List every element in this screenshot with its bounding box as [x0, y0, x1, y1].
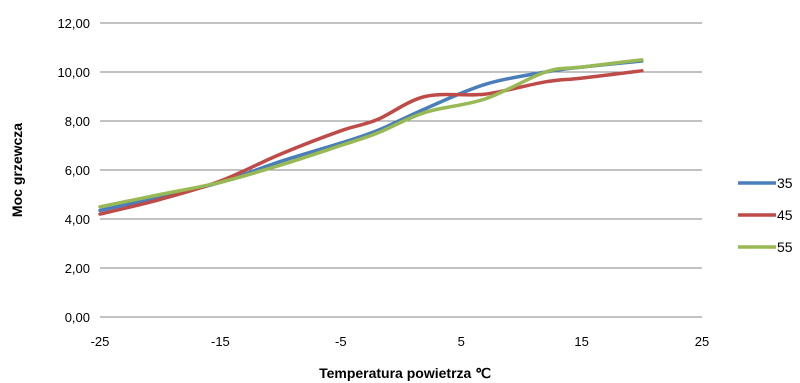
y-tick-label: 6,00 — [65, 163, 90, 178]
series-line-45 — [98, 69, 644, 216]
y-tick-label: 12,00 — [57, 16, 90, 31]
y-tick-label: 8,00 — [65, 114, 90, 129]
x-tick-label: -15 — [211, 334, 230, 349]
y-tick-label: 4,00 — [65, 212, 90, 227]
x-tick-labels: -25 -15 -5 5 15 25 — [91, 334, 710, 349]
x-tick-label: 15 — [574, 334, 588, 349]
x-tick-label: 5 — [458, 334, 465, 349]
series-line-55 — [98, 58, 644, 209]
x-tick-label: -25 — [91, 334, 110, 349]
y-tick-label: 0,00 — [65, 310, 90, 325]
legend: 35 45 55 — [738, 175, 793, 255]
x-tick-label: 25 — [695, 334, 709, 349]
y-tick-label: 2,00 — [65, 261, 90, 276]
legend-label: 55 — [777, 239, 793, 255]
series-lines — [98, 58, 644, 216]
y-axis-title: Moc grzewcza — [9, 123, 25, 217]
legend-label: 35 — [777, 175, 793, 191]
gridlines — [100, 22, 702, 318]
y-tick-label: 10,00 — [57, 65, 90, 80]
legend-label: 45 — [777, 207, 793, 223]
y-tick-labels: 0,00 2,00 4,00 6,00 8,00 10,00 12,00 — [57, 16, 90, 325]
x-tick-label: -5 — [335, 334, 347, 349]
x-axis-title: Temperatura powietrza ℃ — [319, 365, 491, 381]
